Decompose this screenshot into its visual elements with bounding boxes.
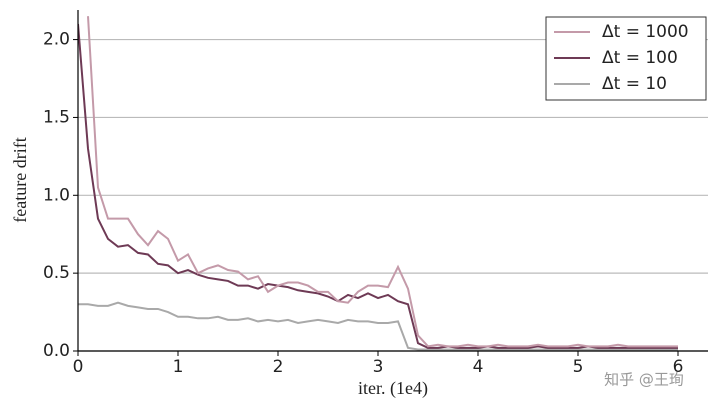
x-tick-label: 6: [673, 357, 684, 377]
legend-label: Δt = 100: [602, 48, 678, 68]
y-tick-label: 1.5: [43, 107, 70, 127]
watermark: 知乎 @王珣: [604, 371, 684, 389]
x-tick-label: 3: [373, 357, 384, 377]
x-tick-label: 0: [73, 357, 84, 377]
series-line: [78, 23, 678, 349]
y-axis-label: feature drift: [10, 137, 30, 222]
series-line: [78, 301, 678, 351]
legend-label: Δt = 10: [602, 74, 667, 94]
y-tick-label: 0.5: [43, 263, 70, 283]
legend-label: Δt = 1000: [602, 22, 689, 42]
y-tick-label: 0.0: [43, 341, 70, 361]
y-tick-label: 1.0: [43, 185, 70, 205]
x-tick-label: 1: [173, 357, 184, 377]
x-tick-label: 5: [573, 357, 584, 377]
series-line: [87, 16, 678, 348]
x-axis-label: iter. (1e4): [358, 378, 428, 399]
y-tick-label: 2.0: [43, 30, 70, 50]
x-tick-label: 4: [473, 357, 484, 377]
x-tick-label: 2: [273, 357, 284, 377]
